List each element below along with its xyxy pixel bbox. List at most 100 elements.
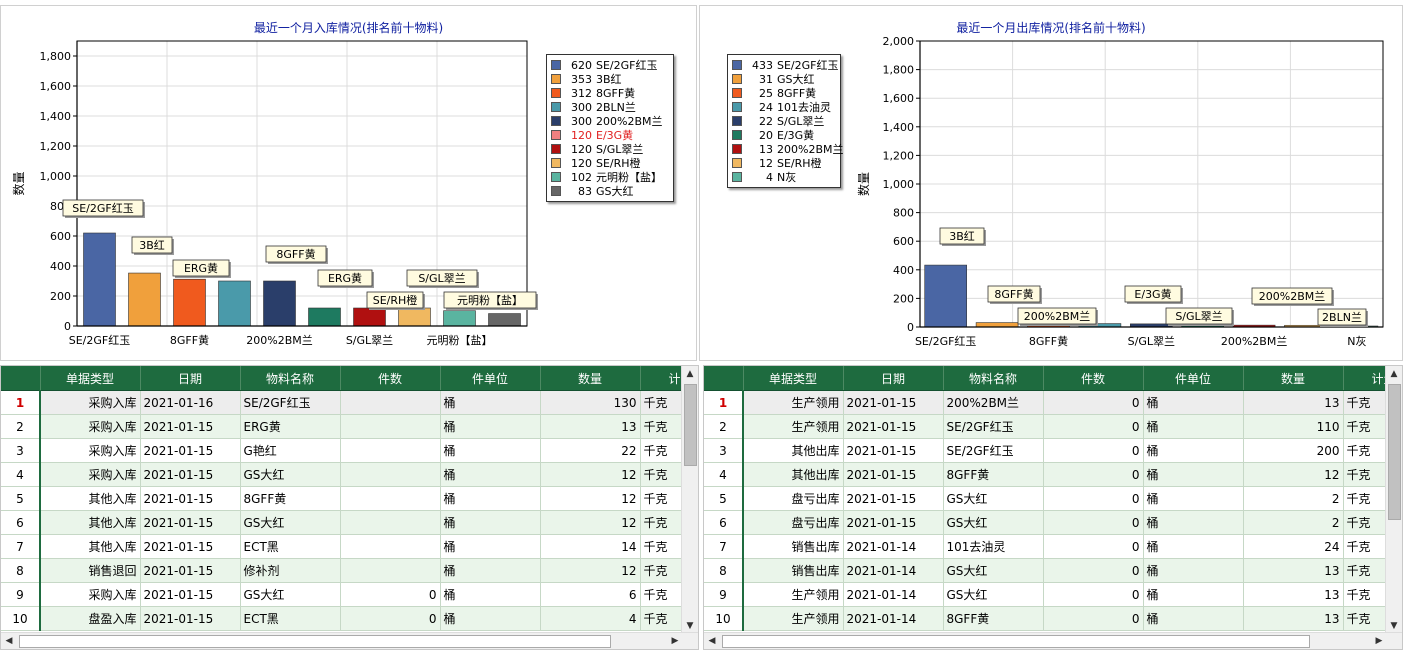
- cell-date[interactable]: 2021-01-15: [140, 438, 241, 463]
- cell-date[interactable]: 2021-01-15: [140, 486, 241, 511]
- cell-qty[interactable]: 13: [1243, 606, 1344, 631]
- cell-pcs[interactable]: [340, 414, 441, 439]
- cell-date[interactable]: 2021-01-15: [140, 558, 241, 583]
- column-header[interactable]: 件数: [1043, 366, 1144, 391]
- scroll-left-icon[interactable]: ◀: [1, 633, 17, 649]
- scroll-thumb[interactable]: [722, 635, 1310, 648]
- cell-date[interactable]: 2021-01-14: [843, 606, 944, 631]
- table-row[interactable]: 10 盘盈入库 2021-01-15 ECT黑 0 桶 4 千克: [1, 606, 698, 631]
- scroll-up-icon[interactable]: ▲: [682, 366, 698, 382]
- column-header[interactable]: 单据类型: [743, 366, 844, 391]
- horizontal-scrollbar[interactable]: ◀ ▶: [1, 632, 698, 649]
- cell-qty[interactable]: 12: [540, 558, 641, 583]
- cell-qty[interactable]: 24: [1243, 534, 1344, 559]
- cell-pcs[interactable]: [340, 558, 441, 583]
- cell-unit[interactable]: 桶: [1143, 582, 1244, 607]
- row-number[interactable]: 4: [1, 462, 41, 487]
- cell-pcs[interactable]: 0: [340, 606, 441, 631]
- cell-unit[interactable]: 桶: [440, 486, 541, 511]
- cell-date[interactable]: 2021-01-14: [843, 558, 944, 583]
- cell-type[interactable]: 采购入库: [40, 390, 141, 415]
- cell-pcs[interactable]: [340, 534, 441, 559]
- cell-pcs[interactable]: [340, 510, 441, 535]
- row-number[interactable]: 1: [1, 390, 41, 415]
- scroll-thumb[interactable]: [684, 384, 697, 466]
- column-header[interactable]: 数量: [540, 366, 641, 391]
- cell-type[interactable]: 采购入库: [40, 438, 141, 463]
- table-row[interactable]: 3 其他出库 2021-01-15 SE/2GF红玉 0 桶 200 千克: [704, 438, 1402, 463]
- row-number[interactable]: 9: [1, 582, 41, 607]
- cell-pcs[interactable]: [340, 486, 441, 511]
- row-number[interactable]: 5: [704, 486, 744, 511]
- cell-unit[interactable]: 桶: [1143, 462, 1244, 487]
- scroll-up-icon[interactable]: ▲: [1386, 366, 1402, 382]
- cell-type[interactable]: 其他入库: [40, 486, 141, 511]
- cell-unit[interactable]: 桶: [1143, 390, 1244, 415]
- cell-unit[interactable]: 桶: [440, 606, 541, 631]
- table-row[interactable]: 4 其他出库 2021-01-15 8GFF黄 0 桶 12 千克: [704, 462, 1402, 487]
- cell-pcs[interactable]: 0: [1043, 462, 1144, 487]
- row-number[interactable]: 5: [1, 486, 41, 511]
- table-row[interactable]: 6 盘亏出库 2021-01-15 GS大红 0 桶 2 千克: [704, 510, 1402, 535]
- row-number[interactable]: 6: [704, 510, 744, 535]
- table-row[interactable]: 10 生产领用 2021-01-14 8GFF黄 0 桶 13 千克: [704, 606, 1402, 631]
- cell-name[interactable]: GS大红: [943, 582, 1044, 607]
- table-row[interactable]: 4 采购入库 2021-01-15 GS大红桶 12 千克: [1, 462, 698, 487]
- row-number[interactable]: 9: [704, 582, 744, 607]
- row-number[interactable]: 2: [704, 414, 744, 439]
- row-number[interactable]: 7: [1, 534, 41, 559]
- cell-pcs[interactable]: 0: [1043, 582, 1144, 607]
- table-row[interactable]: 3 采购入库 2021-01-15 G艳红桶 22 千克: [1, 438, 698, 463]
- table-row[interactable]: 8 销售退回 2021-01-15 修补剂桶 12 千克: [1, 558, 698, 583]
- cell-qty[interactable]: 13: [1243, 582, 1344, 607]
- cell-date[interactable]: 2021-01-15: [140, 462, 241, 487]
- cell-pcs[interactable]: [340, 438, 441, 463]
- cell-unit[interactable]: 桶: [440, 414, 541, 439]
- cell-name[interactable]: GS大红: [240, 510, 341, 535]
- cell-name[interactable]: G艳红: [240, 438, 341, 463]
- cell-unit[interactable]: 桶: [440, 438, 541, 463]
- cell-qty[interactable]: 4: [540, 606, 641, 631]
- cell-qty[interactable]: 14: [540, 534, 641, 559]
- cell-name[interactable]: 8GFF黄: [943, 462, 1044, 487]
- cell-qty[interactable]: 12: [540, 486, 641, 511]
- cell-type[interactable]: 采购入库: [40, 414, 141, 439]
- cell-name[interactable]: GS大红: [943, 510, 1044, 535]
- column-header[interactable]: 日期: [140, 366, 241, 391]
- cell-qty[interactable]: 110: [1243, 414, 1344, 439]
- row-number[interactable]: 1: [704, 390, 744, 415]
- cell-name[interactable]: 200%2BM兰: [943, 390, 1044, 415]
- cell-type[interactable]: 销售出库: [743, 558, 844, 583]
- cell-unit[interactable]: 桶: [440, 582, 541, 607]
- scroll-down-icon[interactable]: ▼: [1386, 618, 1402, 634]
- column-header[interactable]: 件单位: [440, 366, 541, 391]
- cell-pcs[interactable]: [340, 390, 441, 415]
- cell-unit[interactable]: 桶: [440, 534, 541, 559]
- cell-type[interactable]: 其他入库: [40, 534, 141, 559]
- cell-unit[interactable]: 桶: [440, 510, 541, 535]
- cell-qty[interactable]: 12: [1243, 462, 1344, 487]
- table-row[interactable]: 2 生产领用 2021-01-15 SE/2GF红玉 0 桶 110 千克: [704, 414, 1402, 439]
- cell-name[interactable]: ECT黑: [240, 534, 341, 559]
- column-header[interactable]: 日期: [843, 366, 944, 391]
- cell-name[interactable]: ERG黄: [240, 414, 341, 439]
- cell-type[interactable]: 生产领用: [743, 606, 844, 631]
- cell-unit[interactable]: 桶: [440, 462, 541, 487]
- table-row[interactable]: 5 其他入库 2021-01-15 8GFF黄桶 12 千克: [1, 486, 698, 511]
- cell-name[interactable]: 8GFF黄: [943, 606, 1044, 631]
- scroll-right-icon[interactable]: ▶: [667, 633, 683, 649]
- cell-unit[interactable]: 桶: [440, 390, 541, 415]
- scroll-right-icon[interactable]: ▶: [1371, 633, 1387, 649]
- cell-unit[interactable]: 桶: [1143, 510, 1244, 535]
- row-number[interactable]: 6: [1, 510, 41, 535]
- cell-date[interactable]: 2021-01-14: [843, 534, 944, 559]
- table-row[interactable]: 9 采购入库 2021-01-15 GS大红 0 桶 6 千克: [1, 582, 698, 607]
- cell-date[interactable]: 2021-01-15: [843, 414, 944, 439]
- cell-type[interactable]: 销售退回: [40, 558, 141, 583]
- row-number[interactable]: 8: [1, 558, 41, 583]
- cell-pcs[interactable]: 0: [1043, 606, 1144, 631]
- cell-type[interactable]: 生产领用: [743, 414, 844, 439]
- scroll-thumb[interactable]: [1388, 384, 1401, 520]
- cell-name[interactable]: GS大红: [240, 582, 341, 607]
- cell-qty[interactable]: 130: [540, 390, 641, 415]
